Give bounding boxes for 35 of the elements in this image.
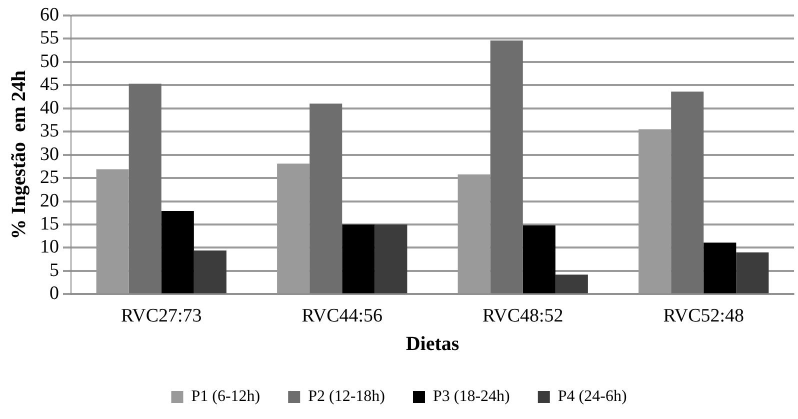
y-tick-label: 25: [40, 167, 59, 188]
bar: [374, 224, 408, 294]
y-tick-label: 30: [40, 144, 59, 165]
y-tick-label: 20: [40, 190, 59, 212]
legend-label: P2 (12-18h): [308, 388, 386, 406]
y-tick-label: 50: [40, 50, 59, 72]
bar: [128, 84, 162, 294]
x-tick-label: RVC44:56: [302, 306, 383, 327]
bar: [522, 225, 556, 294]
y-tick-label: 45: [40, 74, 59, 96]
bar: [671, 92, 704, 294]
y-axis-title: % Ingestão em 24h: [8, 70, 30, 240]
y-tick-label: 0: [50, 283, 59, 304]
x-tick-label: RVC48:52: [482, 306, 564, 327]
legend-label: P1 (6-12h): [191, 388, 260, 406]
x-tick-label: RVC52:48: [663, 306, 744, 327]
y-tick-label: 60: [40, 4, 59, 26]
y-tick-label: 35: [40, 120, 59, 142]
y-tick-label: 40: [40, 97, 59, 118]
bar: [194, 250, 226, 294]
y-tick-label: 10: [40, 236, 59, 258]
x-axis-title: Dietas: [406, 333, 460, 356]
bar: [736, 252, 769, 294]
legend-label: P4 (24-6h): [558, 388, 627, 406]
y-tick-label: 55: [40, 28, 59, 49]
y-tick-label: 5: [50, 260, 59, 281]
bar: [555, 274, 588, 294]
legend-label: P3 (18-24h): [433, 388, 510, 406]
y-tick-label: 15: [40, 213, 59, 234]
bar: [161, 211, 194, 294]
bar: [310, 104, 342, 294]
x-tick-label: RVC27:73: [120, 306, 202, 327]
bar: [342, 224, 375, 294]
bar: [490, 40, 523, 294]
bar: [704, 242, 736, 294]
